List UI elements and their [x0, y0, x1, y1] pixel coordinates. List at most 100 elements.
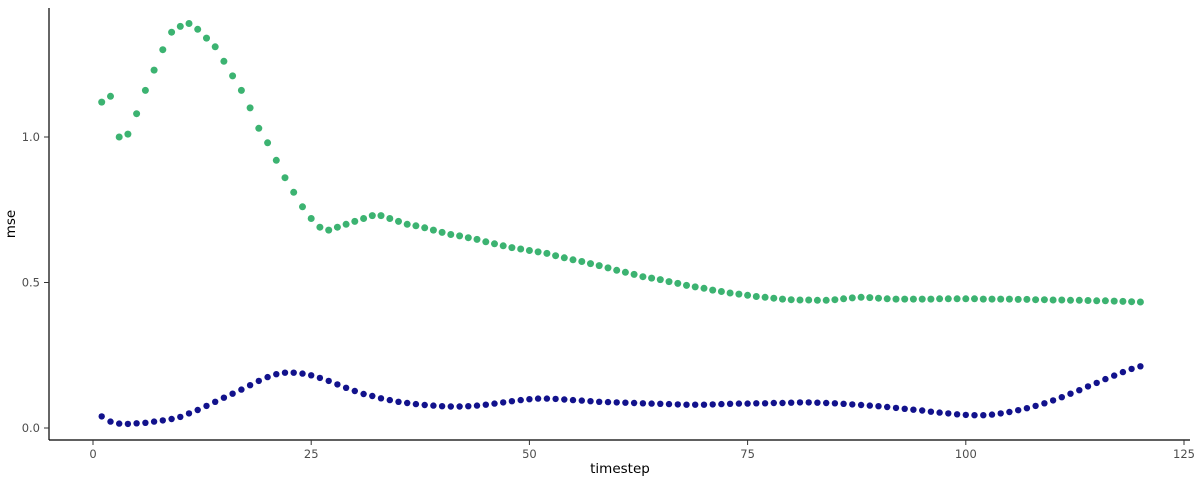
green-series-point: [796, 296, 804, 304]
green-series-point: [403, 220, 411, 228]
navy-series-point: [150, 418, 158, 425]
green-series-point: [438, 228, 446, 236]
navy-series-point: [1067, 390, 1074, 397]
green-series-point: [150, 66, 158, 74]
navy-series-point: [1137, 363, 1144, 370]
navy-series-point: [316, 374, 324, 382]
navy-series-point: [683, 401, 690, 408]
green-series-point: [377, 212, 385, 220]
navy-series-point: [718, 400, 725, 408]
green-series-point: [779, 295, 786, 303]
navy-series-point: [168, 415, 175, 423]
green-series-point: [587, 260, 594, 268]
green-series-point: [220, 57, 228, 65]
green-series-point: [107, 92, 114, 100]
navy-series-point: [203, 402, 210, 410]
navy-series-point: [700, 401, 708, 408]
green-series-point: [901, 295, 909, 303]
green-series-point: [124, 130, 132, 138]
green-series-point: [700, 284, 708, 292]
navy-series-point: [604, 398, 612, 406]
green-series-point: [822, 296, 830, 304]
navy-series-point: [177, 413, 184, 421]
green-series-point: [115, 133, 123, 141]
navy-series-point: [919, 407, 926, 414]
green-series-point: [979, 295, 987, 303]
green-series-point: [386, 215, 394, 222]
green-series-point: [709, 286, 717, 294]
green-series-point: [307, 215, 315, 222]
green-series-point: [246, 104, 254, 112]
green-series-point: [412, 222, 420, 230]
navy-series-point: [264, 373, 271, 381]
navy-series-point: [281, 369, 289, 376]
navy-series-point: [648, 400, 655, 407]
green-series-point: [717, 288, 725, 295]
navy-series-point: [884, 403, 891, 411]
green-series-point: [691, 283, 699, 291]
navy-series-point: [657, 400, 664, 407]
green-series-point: [683, 281, 690, 289]
navy-series-point: [185, 410, 193, 417]
navy-series-point: [988, 411, 996, 418]
navy-series-point: [159, 417, 166, 424]
green-series-point: [429, 226, 437, 234]
green-series-point: [1075, 296, 1083, 304]
navy-series-point: [369, 392, 376, 400]
navy-series-point: [639, 400, 647, 407]
navy-series-point: [473, 402, 481, 409]
green-series-point: [761, 293, 769, 301]
navy-series-point: [578, 397, 585, 404]
green-series-point: [630, 270, 638, 278]
x-tick-label: 50: [522, 447, 537, 461]
y-tick-label: 0.0: [22, 421, 40, 435]
green-series-point: [525, 247, 533, 254]
navy-series-point: [421, 401, 428, 409]
green-series-point: [185, 20, 193, 27]
navy-series-point: [1058, 394, 1066, 401]
navy-series-point: [430, 402, 437, 409]
green-series-point: [613, 266, 621, 274]
navy-series-point: [744, 400, 751, 407]
green-series-point: [421, 224, 429, 232]
axes-layer: 0 25 50 75 100 125 0.0 0.5 1.0: [22, 8, 1195, 461]
navy-series-point: [1015, 407, 1022, 414]
navy-series-point: [142, 419, 149, 426]
green-series-point: [848, 294, 856, 302]
green-series-point: [604, 264, 612, 272]
green-series-point: [1101, 297, 1109, 305]
green-series-point: [133, 110, 141, 118]
green-series-point: [517, 245, 525, 253]
navy-series-point: [980, 412, 987, 419]
green-series-point: [578, 258, 586, 265]
green-series-point: [141, 86, 149, 94]
green-series-point: [1014, 295, 1022, 303]
green-series-point: [1128, 298, 1136, 306]
navy-series-point: [273, 371, 280, 378]
navy-series-point: [962, 411, 969, 419]
navy-series-point: [1032, 402, 1039, 410]
green-series-point: [944, 295, 952, 303]
navy-series-point: [587, 398, 594, 405]
green-series-point: [368, 212, 376, 220]
navy-series-point: [133, 420, 140, 427]
green-series-point: [395, 217, 402, 225]
green-series-point: [813, 296, 821, 304]
green-series-point: [272, 156, 280, 164]
navy-series-point: [238, 386, 245, 393]
navy-series-point: [1093, 379, 1100, 387]
green-series-point: [351, 217, 359, 225]
navy-series-point: [194, 406, 201, 414]
green-series-point: [805, 296, 813, 304]
navy-series-point: [665, 400, 673, 408]
navy-series-point: [630, 399, 638, 407]
navy-series-point: [299, 370, 306, 377]
green-series-point: [211, 43, 219, 51]
green-series-point: [1110, 297, 1118, 305]
navy-series-point: [98, 413, 105, 420]
green-series-point: [316, 223, 324, 231]
navy-series-point: [395, 398, 402, 405]
green-series-point: [342, 220, 350, 228]
navy-series-point: [840, 400, 847, 407]
navy-series-point: [622, 399, 629, 406]
